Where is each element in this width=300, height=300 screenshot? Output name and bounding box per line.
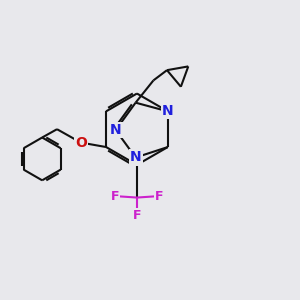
Text: N: N xyxy=(162,104,174,118)
Text: F: F xyxy=(155,190,164,202)
Text: F: F xyxy=(133,209,141,222)
Text: N: N xyxy=(130,151,141,164)
Text: F: F xyxy=(110,190,119,202)
Text: N: N xyxy=(110,123,122,137)
Text: O: O xyxy=(75,136,87,150)
